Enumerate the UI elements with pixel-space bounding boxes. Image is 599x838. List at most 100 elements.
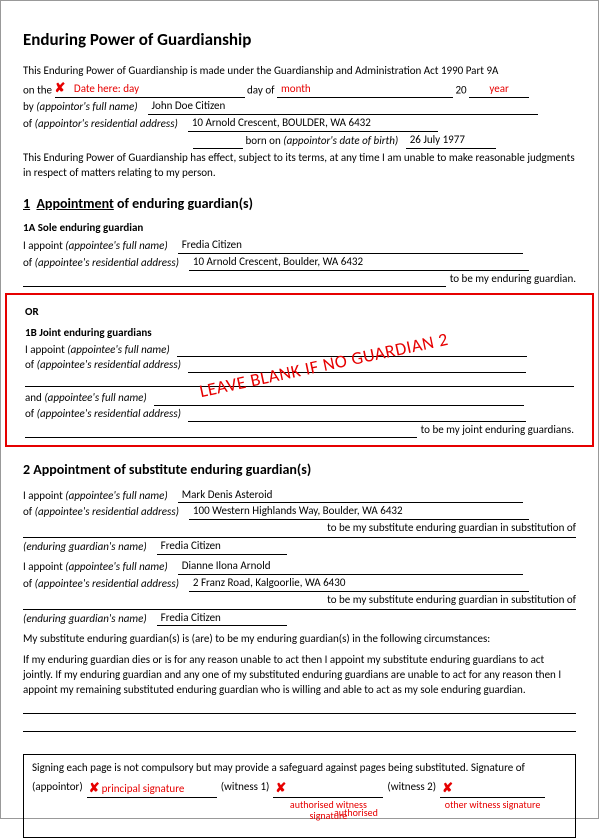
sub-of-label-2: to be my substitute enduring guardian in… [23, 593, 576, 608]
s2-name2-field[interactable]: Dianne Ilona Arnold [178, 559, 523, 575]
s1a-addr-field[interactable]: 10 Arnold Crescent, Boulder, WA 6432 [189, 255, 529, 271]
s2-addr2-field[interactable]: 2 Franz Road, Kalgoorlie, WA 6430 [189, 576, 529, 592]
on-the-label: on the [23, 83, 52, 96]
date-row: on the ✘ Date here: day day of month 20 … [23, 80, 576, 99]
circ-blank-2[interactable] [23, 720, 576, 732]
x-mark-icon-4: ✘ [442, 780, 453, 798]
appointor-addr-field[interactable]: 10 Arnold Crescent, BOULDER, WA 6432 [188, 116, 438, 132]
and-label: and [25, 391, 42, 404]
x-mark-icon-2: ✘ [89, 780, 100, 798]
other-sig-hint: other witness signature [440, 799, 545, 810]
signature-row: (appointor) ✘ principal signature (witne… [32, 780, 567, 822]
appointee-full-label-2: (appointee's full name) [67, 343, 169, 356]
s1b-addr2-row: of (appointee's residential address) [25, 407, 574, 422]
sub-of-label-1: to be my substitute enduring guardian in… [23, 521, 576, 536]
s2-addr1-row: of (appointee's residential address) 100… [23, 504, 576, 520]
month-field[interactable]: month [277, 82, 453, 98]
of-label-4: of [25, 407, 34, 420]
born-on-label: born on [246, 134, 281, 147]
appointee-addr-label-2: (appointee's residential address) [37, 358, 181, 371]
s1b-joint-row: to be my joint enduring guardians. [25, 423, 574, 438]
s1b-name2-field[interactable] [154, 394, 524, 406]
s2-cont1: (enduring guardian's name) Fredia Citize… [23, 537, 576, 555]
dob-label: (appointor's date of birth) [283, 134, 398, 147]
s1b-addr2-cont[interactable] [25, 426, 417, 438]
signature-box: Signing each page is not compulsory but … [23, 754, 576, 838]
by-label: by [23, 100, 34, 113]
section-2-heading: 2 Appointment of substitute enduring gua… [23, 461, 576, 480]
of-label-6: of [23, 577, 32, 590]
s2-name1-row: I appoint (appointee's full name) Mark D… [23, 488, 576, 504]
sig-intro: Signing each page is not compulsory but … [32, 761, 567, 776]
to-be-joint: to be my joint enduring guardians. [421, 423, 574, 438]
appointor-name-field[interactable]: John Doe Citizen [148, 99, 538, 115]
s2-name1-field[interactable]: Mark Denis Asteroid [178, 488, 523, 504]
section-1b-box: LEAVE BLANK IF NO GUARDIAN 2 OR 1B Joint… [5, 293, 594, 447]
year-hint: year [489, 82, 508, 95]
circ-blank-1[interactable] [23, 702, 576, 714]
enduring-name-field-1[interactable]: Fredia Citizen [157, 539, 287, 555]
circumstances-intro: My substitute enduring guardian(s) is (a… [23, 632, 576, 647]
month-hint: month [277, 82, 311, 95]
s1a-addr-cont[interactable] [23, 275, 446, 287]
addr-cont-field[interactable] [193, 137, 243, 149]
effect-text: This Enduring Power of Guardianship has … [23, 151, 576, 181]
s1a-addr-row: of (appointee's residential address) 10 … [23, 255, 576, 271]
of-label-2: of [23, 256, 32, 269]
of-label: of [23, 117, 32, 130]
witness1-sig-field[interactable]: ✘ [273, 780, 383, 799]
enduring-name-label-1: (enduring guardian's name) [23, 540, 147, 553]
appointor-sig-field[interactable]: ✘ principal signature [87, 780, 217, 799]
appointor-addr-label: (appointor's residential address) [35, 117, 178, 130]
appointee-full-label-5: (appointee's full name) [65, 560, 167, 573]
appointor-full-label: (appointor's full name) [36, 100, 137, 113]
s1a-line2: to be my enduring guardian. [23, 272, 576, 287]
dob-row: born on (appointor's date of birth) 26 J… [23, 133, 576, 149]
appointor-name-row: by (appointor's full name) John Doe Citi… [23, 99, 576, 115]
s1a-name-field[interactable]: Fredia Citizen [178, 238, 523, 254]
s1b-addr1-field[interactable] [188, 361, 526, 373]
appointee-full-label-3: (appointee's full name) [44, 391, 146, 404]
enduring-name-label-2: (enduring guardian's name) [23, 612, 147, 625]
form-page: Enduring Power of Guardianship This Endu… [0, 0, 599, 819]
witness2-sig-label: (witness 2) [387, 780, 436, 795]
s1b-name1-row: I appoint (appointee's full name) [25, 343, 574, 358]
s1b-addr2-field[interactable] [188, 410, 526, 422]
appointor-addr-row: of (appointor's residential address) 10 … [23, 116, 576, 132]
day-field[interactable]: ✘ Date here: day [55, 80, 245, 99]
x-mark-icon-3: ✘ [275, 780, 286, 798]
appointor-sig-label: (appointor) [32, 780, 83, 795]
witness2-sig-field[interactable]: ✘ [440, 780, 545, 799]
of-label-3: of [25, 358, 34, 371]
i-appoint-label-2: I appoint [25, 343, 65, 356]
appointee-addr-label-3: (appointee's residential address) [37, 407, 181, 420]
s2-cont2: (enduring guardian's name) Fredia Citize… [23, 609, 576, 627]
s2-addr1-field[interactable]: 100 Western Highlands Way, Boulder, WA 6… [189, 504, 529, 520]
or-label: OR [25, 305, 574, 320]
i-appoint-label-4: I appoint [23, 560, 63, 573]
witness1-sig-label: (witness 1) [221, 780, 270, 795]
appointee-full-label: (appointee's full name) [65, 239, 167, 252]
of-label-5: of [23, 505, 32, 518]
s1-underline: Appointment [36, 195, 113, 212]
page-title: Enduring Power of Guardianship [23, 29, 576, 52]
day-of-label: day of [247, 83, 274, 96]
s1a-name-row: I appoint (appointee's full name) Fredia… [23, 238, 576, 254]
appointee-full-label-4: (appointee's full name) [65, 489, 167, 502]
section-1b-heading: 1B Joint enduring guardians [25, 326, 574, 341]
s1b-addr1-row: of (appointee's residential address) [25, 358, 574, 373]
s1-rest: of enduring guardian(s) [114, 195, 253, 212]
twenty-label: 20 [455, 83, 466, 96]
i-appoint-label: I appoint [23, 239, 63, 252]
enduring-name-field-2[interactable]: Fredia Citizen [157, 611, 287, 627]
s1b-addr1-cont[interactable] [25, 375, 574, 387]
s1-num: 1 [23, 195, 30, 212]
day-hint: Date here: day [68, 82, 139, 95]
dob-field[interactable]: 26 July 1977 [406, 133, 496, 149]
circumstances-body: If my enduring guardian dies or is for a… [23, 653, 576, 698]
section-1a-heading: 1A Sole enduring guardian [23, 221, 576, 236]
year-field[interactable]: year [469, 82, 529, 98]
s1b-name2-row: and (appointee's full name) [25, 391, 574, 406]
s1b-name1-field[interactable] [177, 345, 527, 357]
appointee-addr-label-5: (appointee's residential address) [35, 577, 179, 590]
